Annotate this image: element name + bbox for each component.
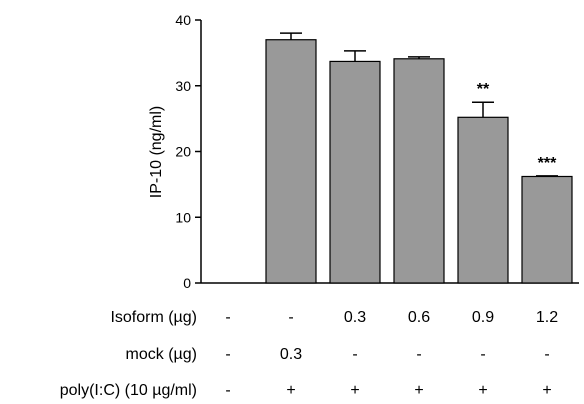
y-tick-label: 10 xyxy=(175,209,191,225)
bars xyxy=(265,32,573,284)
condition-cell: + xyxy=(414,382,423,399)
bar xyxy=(521,175,573,284)
bar xyxy=(393,58,445,284)
axes xyxy=(195,19,579,284)
y-axis-label: IP-10 (ng/ml) xyxy=(148,106,165,198)
significance-label: *** xyxy=(538,155,557,172)
condition-row-label: mock (µg) xyxy=(126,346,197,363)
condition-cell: - xyxy=(352,346,357,363)
condition-cell: + xyxy=(286,382,295,399)
y-tick-label: 30 xyxy=(175,78,191,94)
condition-cell: 0.3 xyxy=(280,346,302,363)
condition-cell: 0.6 xyxy=(408,309,430,326)
condition-cell: - xyxy=(225,346,230,363)
condition-cell: + xyxy=(542,382,551,399)
condition-cell: 0.9 xyxy=(472,309,494,326)
condition-cell: 1.2 xyxy=(536,309,558,326)
y-tick-label: 20 xyxy=(175,144,191,160)
condition-cell: + xyxy=(350,382,359,399)
condition-row-label: poly(I:C) (10 µg/ml) xyxy=(60,382,197,399)
condition-cell: + xyxy=(478,382,487,399)
bar xyxy=(457,116,509,284)
condition-cell: - xyxy=(416,346,421,363)
bar xyxy=(265,39,317,284)
condition-cell: 0.3 xyxy=(344,309,366,326)
y-tick-label: 0 xyxy=(183,275,191,291)
condition-cell: - xyxy=(288,309,293,326)
condition-cell: - xyxy=(544,346,549,363)
condition-row-label: Isoform (µg) xyxy=(110,309,197,326)
condition-cell: - xyxy=(225,309,230,326)
bar xyxy=(329,60,381,284)
condition-cell: - xyxy=(480,346,485,363)
y-tick-label: 40 xyxy=(175,12,191,28)
significance-label: ** xyxy=(477,81,490,98)
condition-cell: - xyxy=(225,382,230,399)
